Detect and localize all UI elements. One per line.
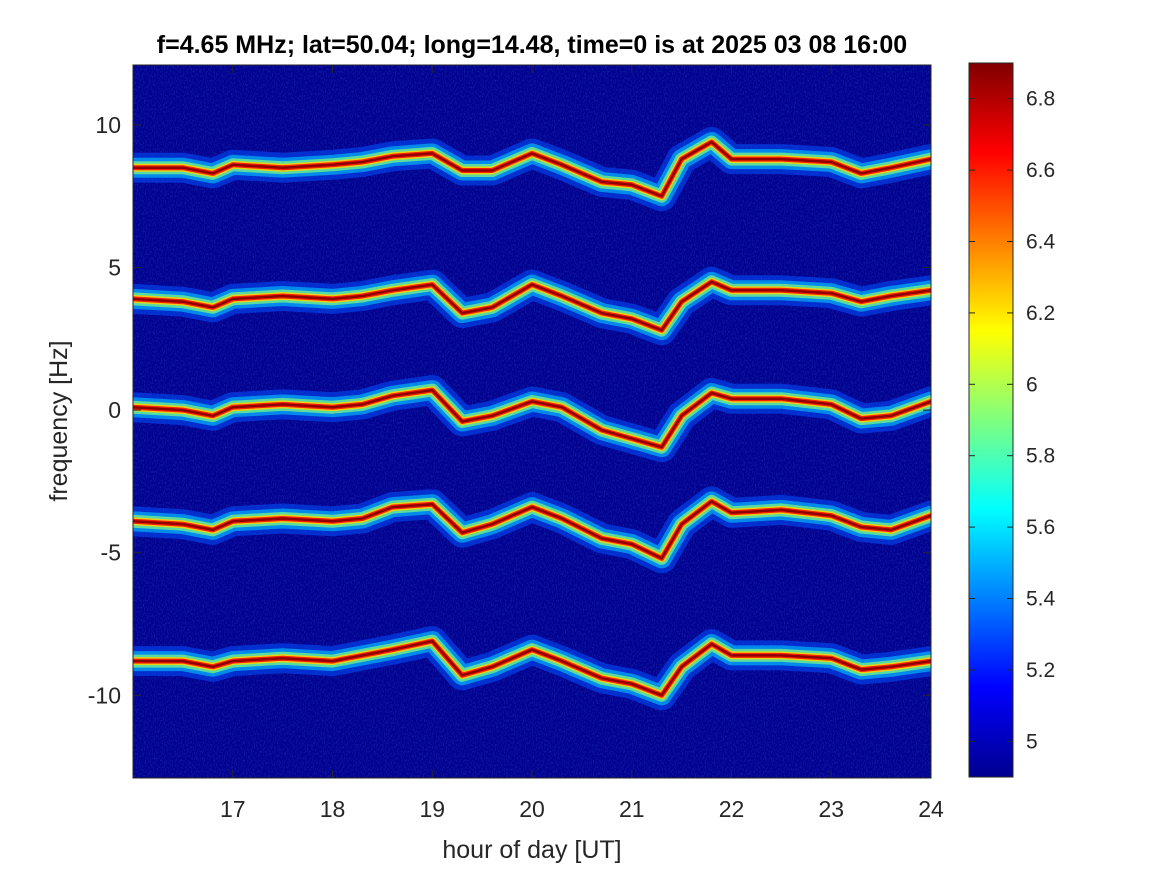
trace-band-2-layer-6 [133,280,931,332]
y-axis-label: frequency [Hz] [45,340,73,501]
x-tick-label: 19 [419,796,445,822]
colorbar-tick-label: 6 [1026,373,1038,396]
colorbar-tick-label: 5.8 [1026,445,1055,468]
y-axis: 10 5 0 -5 -10 [88,112,931,708]
trace-band-1-layer-6 [133,140,931,198]
y-tick-label: 5 [108,254,121,280]
x-tick-label: 22 [719,796,745,822]
trace-band-3-layer-6 [133,388,931,449]
y-tick-label: -10 [88,682,121,708]
x-axis: 17 18 19 20 21 22 23 24 [220,65,944,822]
colorbar-frame [968,62,1014,778]
colorbar: 5 5.2 5.4 5.6 5.8 6 6.2 6.4 6.6 6.8 [968,62,1056,778]
traces-layer [133,127,931,711]
chart-title: f=4.65 MHz; lat=50.04; long=14.48, time=… [157,31,907,59]
colorbar-tick-label: 5.4 [1026,588,1056,611]
colorbar-ticks: 5 5.2 5.4 5.6 5.8 6 6.2 6.4 6.6 6.8 [969,88,1056,753]
colorbar-tick-label: 6.6 [1026,159,1055,182]
trace-band-4-layer-6 [133,500,931,560]
y-tick-label: -5 [101,540,121,566]
trace-band-5-layer-6 [133,639,931,697]
colorbar-gradient [969,63,1013,777]
x-axis-label: hour of day [UT] [442,836,621,864]
x-tick-label: 24 [918,796,944,822]
colorbar-tick-label: 5.2 [1026,659,1055,682]
x-tick-label: 18 [320,796,346,822]
x-tick-label: 20 [519,796,545,822]
y-tick-label: 0 [108,397,121,423]
x-tick-label: 17 [220,796,246,822]
colorbar-tick-label: 5.6 [1026,516,1055,539]
x-tick-label: 23 [818,796,844,822]
plot-area [132,64,932,779]
colorbar-tick-label: 6.4 [1026,231,1056,254]
x-tick-label: 21 [619,796,645,822]
colorbar-tick-label: 5 [1026,730,1038,753]
colorbar-tick-label: 6.2 [1026,302,1055,325]
y-tick-label: 10 [95,112,121,138]
colorbar-tick-label: 6.8 [1026,88,1055,111]
